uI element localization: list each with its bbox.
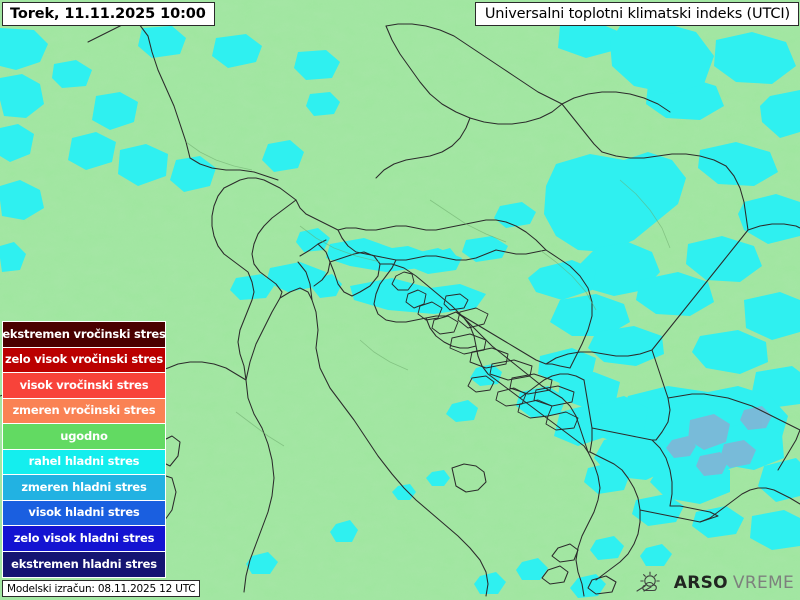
legend-row-very-strong-cold-stress[interactable]: zelo visok hladni stres: [3, 526, 165, 552]
legend-label-extreme-heat-stress: ekstremen vročinski stres: [2, 326, 166, 341]
legend-row-moderate-cold-stress[interactable]: zmeren hladni stres: [3, 475, 165, 501]
map-rivers-layer: [185, 141, 671, 447]
legend-label-moderate-heat-stress: zmeren vročinski stres: [12, 403, 156, 417]
map-datetime-text: Torek, 11.11.2025 10:00: [10, 6, 206, 22]
legend-label-extreme-cold-stress: ekstremen hladni stres: [11, 556, 157, 571]
arso-vreme-logo[interactable]: ARSO VREME: [635, 570, 794, 596]
map-product-title: Universalni toplotni klimatski indeks (U…: [474, 2, 799, 26]
legend-label-no-thermal-stress: ugodno: [60, 428, 108, 443]
brand-vreme-text: VREME: [732, 572, 794, 593]
legend-row-strong-heat-stress[interactable]: visok vročinski stres: [3, 373, 165, 399]
legend-label-strong-heat-stress: visok vročinski stres: [19, 377, 149, 392]
legend-row-moderate-heat-stress[interactable]: zmeren vročinski stres: [3, 398, 165, 424]
legend-row-slight-cold-stress[interactable]: rahel hladni stres: [3, 449, 165, 475]
map-datetime-title: Torek, 11.11.2025 10:00: [2, 2, 215, 26]
legend-label-moderate-cold-stress: zmeren hladni stres: [21, 479, 147, 494]
model-run-note: Modelski izračun: 08.11.2025 12 UTC: [2, 580, 201, 597]
legend-row-very-strong-heat-stress[interactable]: zelo visok vročinski stres: [3, 347, 165, 373]
legend-label-slight-cold-stress: rahel hladni stres: [28, 454, 140, 468]
utci-legend: ekstremen vročinski stres zelo visok vro…: [2, 321, 166, 578]
legend-row-extreme-heat-stress[interactable]: ekstremen vročinski stres: [2, 322, 166, 348]
map-product-text: Universalni toplotni klimatski indeks (U…: [484, 6, 790, 22]
legend-label-very-strong-cold-stress: zelo visok hladni stres: [13, 530, 155, 545]
legend-label-strong-cold-stress: visok hladni stres: [28, 505, 140, 519]
brand-arso-text: ARSO: [673, 572, 728, 593]
sun-cloud-icon: [636, 571, 660, 592]
model-run-text: Modelski izračun: 08.11.2025 12 UTC: [7, 582, 196, 595]
legend-row-no-thermal-stress[interactable]: ugodno: [3, 424, 165, 450]
legend-row-strong-cold-stress[interactable]: visok hladni stres: [3, 500, 165, 526]
legend-row-extreme-cold-stress[interactable]: ekstremen hladni stres: [3, 551, 165, 577]
legend-label-very-strong-heat-stress: zelo visok vročinski stres: [4, 352, 164, 366]
